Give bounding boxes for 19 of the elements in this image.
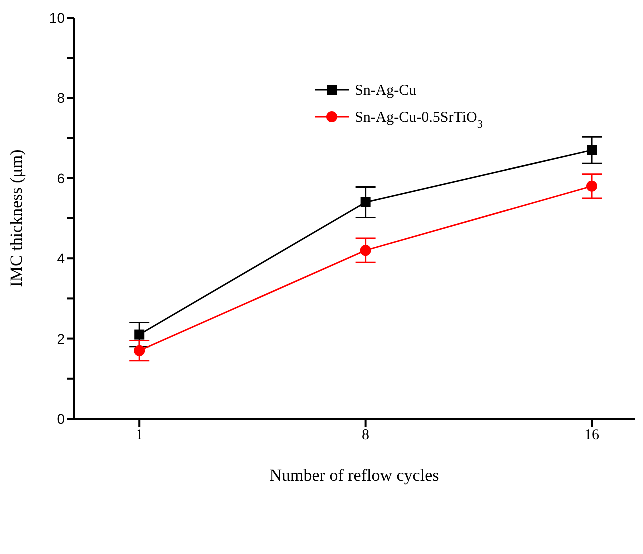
- y-tick-label: 10: [49, 10, 66, 26]
- legend-label: Sn-Ag-Cu-0.5SrTiO$_{3}$: [355, 110, 484, 131]
- point: [134, 330, 145, 340]
- point: [134, 345, 146, 356]
- y-tick-label: 6: [57, 170, 66, 186]
- y-tick-label: 2: [57, 330, 66, 347]
- x-tick-label: 1: [136, 428, 144, 444]
- x-tick-label: 16: [584, 428, 600, 444]
- point: [587, 145, 598, 156]
- legend-label: Sn-Ag-Cu: [355, 83, 418, 99]
- point: [586, 180, 598, 192]
- y-tick-label: 0: [57, 410, 66, 427]
- x-tick-label: 8: [362, 428, 370, 444]
- y-tick-label: 4: [57, 250, 66, 267]
- y-axis-title: IMC thickness (μm): [7, 150, 26, 288]
- x-axis-title: Number of reflow cycles: [270, 466, 440, 485]
- point: [360, 197, 371, 208]
- point: [360, 245, 372, 256]
- y-tick-label: 8: [57, 90, 66, 106]
